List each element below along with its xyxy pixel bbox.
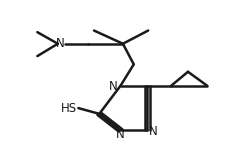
Text: HS: HS	[61, 102, 77, 115]
Text: N: N	[109, 80, 118, 93]
Text: N: N	[149, 125, 157, 138]
Text: N: N	[56, 37, 65, 50]
Text: N: N	[116, 128, 125, 141]
